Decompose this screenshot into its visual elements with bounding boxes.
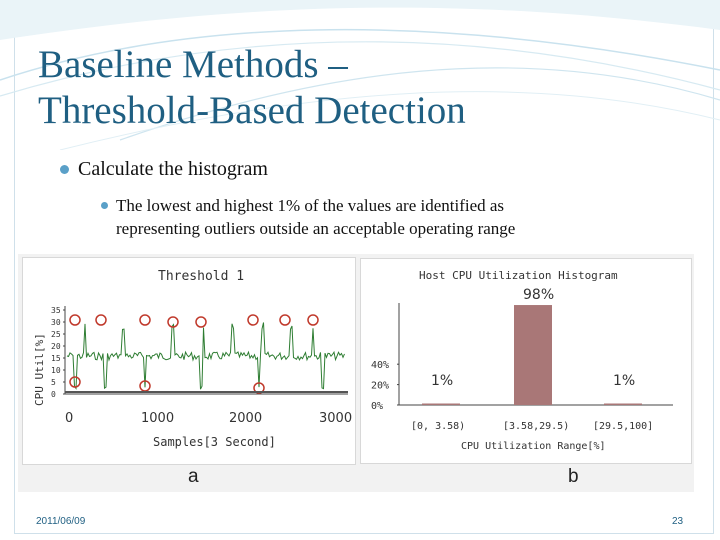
- figure-b-bar-label: 1%: [431, 373, 453, 389]
- bullet-level-2: The lowest and highest 1% of the values …: [101, 194, 636, 240]
- footer-date: 2011/06/09: [36, 516, 86, 527]
- figure-a-ytick-label: 15: [51, 354, 61, 363]
- bullet-dot-icon: [60, 165, 69, 174]
- figure-a-outlier-marker: [95, 314, 107, 326]
- figure-b-xlabel: CPU Utilization Range[%]: [461, 441, 606, 452]
- figure-a-outlier-marker: [69, 376, 81, 388]
- figure-b-bar-label: 1%: [613, 373, 635, 389]
- figure-a-ytick-label: 30: [51, 318, 61, 327]
- figure-a-title: Threshold 1: [158, 269, 244, 284]
- page-number: 23: [672, 516, 684, 527]
- figure-a-ylabel: CPU Util[%]: [33, 333, 46, 406]
- figure-a-xtick-label: 1000: [141, 411, 174, 426]
- bullet-1-text: Calculate the histogram: [78, 158, 268, 180]
- bullet-level-1: Calculate the histogram: [60, 158, 268, 181]
- figure-a-outlier-marker: [139, 314, 151, 326]
- figure-b-category-label: [29.5,100]: [593, 421, 653, 432]
- figure-b-ytick-label: 20%: [371, 381, 389, 392]
- bullet-2-line-1: The lowest and highest 1% of the values …: [116, 196, 505, 215]
- figure-b-label: b: [568, 466, 579, 487]
- figure-a-outlier-marker: [247, 314, 259, 326]
- title-line-2: Threshold-Based Detection: [38, 89, 466, 132]
- figure-b-svg: Host CPU Utilization Histogram 0%20%40% …: [371, 269, 673, 452]
- bullet-2-line-2: representing outliers outside an accepta…: [116, 219, 516, 238]
- figure-a-ytick-label: 35: [51, 306, 61, 315]
- figure-a-signal-line: [66, 322, 345, 390]
- bullet-dot-icon: [101, 202, 108, 209]
- figure-a-xtick-label: 3000: [319, 411, 352, 426]
- figure-a-xtick-label: 0: [65, 411, 73, 426]
- figure-b-bar: [422, 403, 460, 405]
- figure-b-bar: [514, 305, 552, 405]
- figure-b-category-label: [0, 3.58): [411, 421, 465, 432]
- figure-a-xlabel: Samples[3 Second]: [153, 435, 276, 449]
- figure-b-bar: [604, 403, 642, 405]
- figure-a-svg: Threshold 1 CPU Util[%] 0 5 10 15 20 25 30 35 0…: [33, 269, 352, 449]
- figure-a-ytick-label: 5: [51, 378, 56, 387]
- figure-a-ytick-label: 25: [51, 330, 61, 339]
- figure-b-bar-label: 98%: [523, 287, 554, 303]
- figure-a-ytick-label: 0: [51, 390, 56, 399]
- figure-a-outlier-marker: [69, 314, 81, 326]
- figure-a-outlier-marker: [279, 314, 291, 326]
- slide-title: Baseline Methods – Threshold-Based Detec…: [38, 42, 678, 134]
- figure-b-ytick-label: 40%: [371, 360, 389, 371]
- figure-b-category-label: [3.58,29.5): [503, 421, 569, 432]
- figure-a-ytick-label: 20: [51, 342, 61, 351]
- title-line-1: Baseline Methods –: [38, 43, 348, 86]
- figure-a-panel: Threshold 1 CPU Util[%] 0 5 10 15 20 25 30 35 0…: [22, 257, 356, 465]
- figure-a-ytick-label: 10: [51, 366, 61, 375]
- figure-a-outlier-marker: [167, 316, 179, 328]
- figure-b-title: Host CPU Utilization Histogram: [419, 269, 618, 282]
- header-swoosh-decoration: [0, 0, 720, 150]
- figure-b-panel: Host CPU Utilization Histogram 0% 20% 40% …: [360, 258, 692, 464]
- figure-a-xtick-label: 2000: [229, 411, 262, 426]
- figure-a-outlier-marker: [307, 314, 319, 326]
- figure-a-outlier-marker: [195, 316, 207, 328]
- figure-b-ytick-label: 0%: [371, 401, 383, 412]
- figure-a-label: a: [188, 466, 199, 487]
